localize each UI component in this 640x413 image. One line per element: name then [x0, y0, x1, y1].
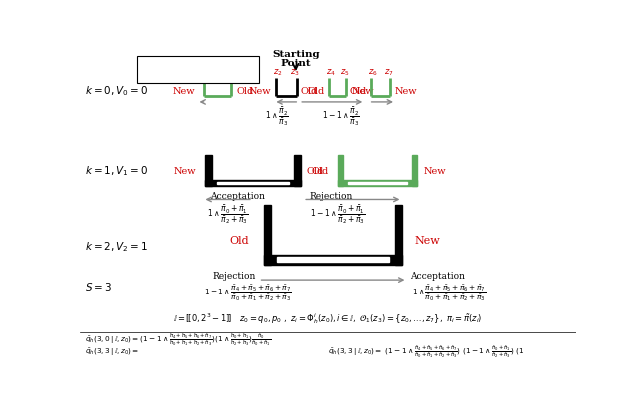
Bar: [277, 258, 388, 263]
Text: $\bar{\pi}_0 + \bar{\pi}_1$: $\bar{\pi}_0 + \bar{\pi}_1$: [228, 75, 255, 87]
Bar: [205, 181, 301, 186]
Text: $z_2$: $z_2$: [273, 67, 282, 78]
Text: $\bar{\pi}_0 + \bar{\pi}_1$: $\bar{\pi}_0 + \bar{\pi}_1$: [205, 75, 232, 87]
Text: Acceptation: Acceptation: [410, 271, 465, 280]
Text: New: New: [414, 235, 440, 245]
Text: $z_1$: $z_1$: [225, 67, 235, 78]
Text: $z_4$: $z_4$: [326, 67, 335, 78]
Text: Point: Point: [280, 59, 311, 68]
Text: New: New: [351, 86, 374, 95]
Bar: [264, 255, 403, 266]
Bar: [338, 156, 344, 186]
Text: $1 \wedge \dfrac{\bar{\pi}_0 + \bar{\pi}_1}{\bar{\pi}_2 + \bar{\pi}_3}$: $1 \wedge \dfrac{\bar{\pi}_0 + \bar{\pi}…: [207, 202, 249, 225]
Text: Old: Old: [307, 166, 324, 176]
Text: $\mathbb{I} = [\![0, 2^3 - 1]\!]$$\quad z_0 = q_0, p_0\ ,\ z_i = \Phi^i_h(z_0), : $\mathbb{I} = [\![0, 2^3 - 1]\!]$$\quad …: [173, 311, 483, 326]
Text: Old: Old: [308, 86, 325, 95]
Text: $S = 3$: $S = 3$: [85, 280, 112, 292]
Text: New: New: [172, 86, 195, 95]
Text: $1 - 1 \wedge \dfrac{\bar{\pi}_0 + \bar{\pi}_1}{\bar{\pi}_2 + \bar{\pi}_3}$: $1 - 1 \wedge \dfrac{\bar{\pi}_0 + \bar{…: [310, 202, 365, 225]
Bar: [137, 57, 259, 83]
Text: $k = 0, V_0 = 0$: $k = 0, V_0 = 0$: [85, 84, 148, 98]
Text: New: New: [395, 86, 417, 95]
Text: $\bar{q}_h(3, 3\,|\,\mathbb{I}, z_0) =$: $\bar{q}_h(3, 3\,|\,\mathbb{I}, z_0) =$: [85, 346, 140, 357]
Text: Acceptation: Acceptation: [210, 192, 265, 201]
Text: Starting: Starting: [272, 50, 319, 59]
Text: New: New: [423, 166, 446, 176]
Text: weights on $(z_0, z_1)$: weights on $(z_0, z_1)$: [140, 66, 214, 79]
Text: Old: Old: [301, 86, 318, 95]
Text: $\bar{q}_h(3, 0\,|\,\mathbb{I}, z_0) =$$(1 - 1 \wedge \frac{\bar{\pi}_4 + \bar{\: $\bar{q}_h(3, 0\,|\,\mathbb{I}, z_0) =$$…: [85, 331, 271, 347]
Text: Old: Old: [229, 235, 248, 245]
Text: $z_5$: $z_5$: [340, 67, 349, 78]
Text: $k = 1, V_1 = 0$: $k = 1, V_1 = 0$: [85, 164, 148, 178]
Bar: [338, 181, 417, 186]
Text: $k = 2, V_2 = 1$: $k = 2, V_2 = 1$: [85, 240, 148, 254]
Bar: [217, 182, 289, 185]
Text: $z_3$: $z_3$: [291, 67, 300, 78]
Bar: [348, 182, 407, 185]
Text: Old: Old: [236, 86, 253, 95]
Text: Rejection: Rejection: [310, 192, 353, 201]
Bar: [412, 156, 417, 186]
Bar: [205, 156, 212, 186]
Text: Old: Old: [350, 86, 367, 95]
Text: $z_7$: $z_7$: [383, 67, 394, 78]
Bar: [395, 205, 403, 266]
Text: $z_0$: $z_0$: [200, 67, 211, 78]
Text: $1 \wedge \dfrac{\bar{\pi}_2}{\bar{\pi}_3}$: $1 \wedge \dfrac{\bar{\pi}_2}{\bar{\pi}_…: [264, 105, 288, 128]
Text: $1 - 1 \wedge \dfrac{\bar{\pi}_4 + \bar{\pi}_5 + \bar{\pi}_6 + \bar{\pi}_7}{\bar: $1 - 1 \wedge \dfrac{\bar{\pi}_4 + \bar{…: [204, 283, 292, 302]
Text: New: New: [248, 86, 271, 95]
Text: Multinomial: Multinomial: [140, 59, 189, 67]
Bar: [294, 156, 301, 186]
Text: $\bar{q}_h(3, 3\,|\,\mathbb{I}, z_0) =\ (1 - 1 \wedge \frac{\bar{\pi}_4 + \bar{\: $\bar{q}_h(3, 3\,|\,\mathbb{I}, z_0) =\ …: [328, 344, 524, 359]
Text: $z_6$: $z_6$: [368, 67, 378, 78]
Bar: [264, 205, 271, 266]
Text: $\bar{\pi}_1$: $\bar{\pi}_1$: [236, 59, 246, 71]
Text: Old: Old: [312, 166, 329, 176]
Text: Rejection: Rejection: [212, 271, 255, 280]
Text: $1 - 1 \wedge \dfrac{\bar{\pi}_2}{\bar{\pi}_3}$: $1 - 1 \wedge \dfrac{\bar{\pi}_2}{\bar{\…: [323, 105, 360, 128]
Text: $\bar{\pi}_0$: $\bar{\pi}_0$: [214, 59, 224, 71]
Text: $1 \wedge \dfrac{\bar{\pi}_4 + \bar{\pi}_5 + \bar{\pi}_6 + \bar{\pi}_7}{\bar{\pi: $1 \wedge \dfrac{\bar{\pi}_4 + \bar{\pi}…: [412, 283, 486, 302]
Text: New: New: [173, 166, 196, 176]
